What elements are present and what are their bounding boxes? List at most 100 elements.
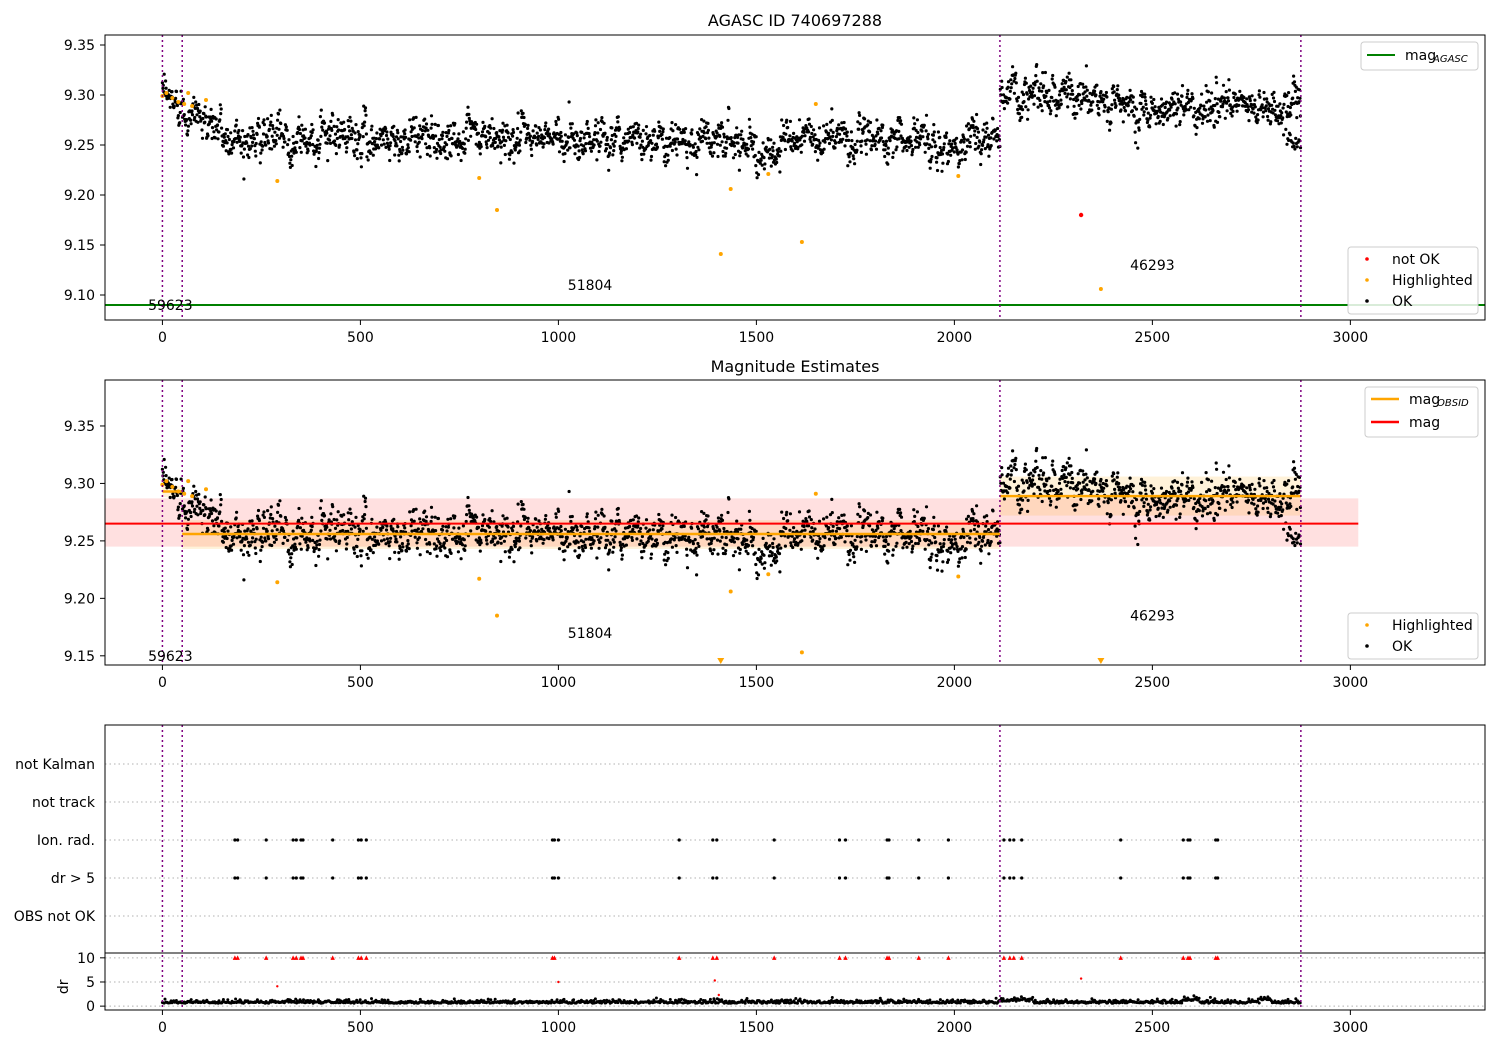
ok-point	[1070, 83, 1074, 88]
ok-point	[1105, 484, 1109, 488]
ok-point	[499, 145, 503, 149]
ok-point	[746, 552, 750, 556]
ok-point	[230, 151, 234, 155]
ok-point	[408, 510, 412, 514]
ok-point	[338, 143, 342, 147]
ok-point	[634, 514, 639, 518]
ok-point	[1272, 90, 1276, 94]
ok-point	[424, 515, 429, 519]
ok-point	[524, 536, 528, 540]
ok-point	[278, 499, 282, 503]
ok-point	[630, 140, 634, 144]
ok-point	[756, 573, 761, 577]
ok-point	[829, 128, 833, 132]
ok-point	[526, 516, 530, 520]
ok-point	[530, 551, 534, 555]
ok-point	[1105, 512, 1109, 516]
obsid-label: 51804	[568, 278, 613, 294]
ok-point	[1048, 489, 1052, 493]
ok-point	[566, 545, 570, 549]
ok-point	[1298, 96, 1302, 100]
ok-point	[467, 116, 471, 120]
ok-point	[1019, 105, 1023, 109]
ok-point	[858, 122, 862, 126]
ok-point	[202, 503, 206, 507]
ok-point	[291, 544, 295, 548]
ok-point	[521, 502, 525, 507]
ok-point	[554, 119, 558, 124]
ok-point	[985, 126, 989, 130]
ok-point	[1205, 119, 1210, 123]
ok-point	[718, 134, 722, 138]
ok-point	[1206, 113, 1210, 117]
ok-point	[965, 144, 970, 148]
ok-point	[224, 139, 228, 143]
ok-point	[1170, 97, 1174, 101]
ok-point	[466, 495, 470, 500]
ok-point	[1113, 487, 1117, 491]
ok-point	[1173, 491, 1177, 496]
ok-point	[962, 140, 966, 144]
ok-point	[1116, 84, 1120, 88]
ok-point	[940, 569, 944, 573]
ok-point	[587, 526, 591, 530]
ok-point	[353, 551, 357, 555]
ok-point	[445, 555, 450, 559]
ok-point	[251, 140, 255, 144]
ok-point	[246, 540, 251, 544]
ok-point	[1113, 98, 1117, 102]
ok-point	[731, 156, 736, 160]
ok-point	[1174, 124, 1178, 128]
ok-point	[1012, 79, 1016, 83]
ok-point	[1127, 489, 1131, 494]
ok-point	[172, 104, 176, 108]
highlighted-point	[190, 104, 195, 108]
ok-point	[435, 544, 439, 548]
ok-point	[565, 140, 569, 144]
ok-point	[394, 537, 398, 541]
ok-point	[290, 552, 294, 556]
ok-point	[272, 144, 276, 148]
ok-point	[297, 518, 301, 523]
ok-point	[524, 140, 528, 145]
ok-point	[1233, 480, 1237, 484]
ok-point	[942, 542, 946, 546]
ok-point	[469, 134, 473, 138]
ok-point	[429, 114, 434, 118]
ok-point	[1176, 106, 1180, 110]
ok-point	[670, 513, 674, 517]
ok-point	[755, 571, 759, 575]
ok-point	[445, 143, 449, 147]
ok-point	[333, 534, 337, 538]
ok-point	[487, 525, 491, 529]
ok-point	[821, 547, 825, 552]
ok-point	[915, 510, 920, 514]
ok-point	[1266, 118, 1270, 122]
ok-point	[467, 504, 471, 508]
ok-point	[761, 536, 765, 541]
highlighted-point	[1098, 287, 1103, 291]
ok-point	[1195, 126, 1199, 130]
ok-point	[607, 168, 611, 172]
ok-point	[255, 527, 259, 531]
ok-point	[1226, 96, 1230, 100]
ok-point	[640, 158, 644, 162]
ok-point	[768, 147, 772, 151]
ok-point	[744, 549, 748, 553]
ok-point	[649, 158, 653, 162]
ok-point	[463, 147, 467, 151]
ok-point	[899, 515, 904, 519]
ok-point	[258, 161, 262, 165]
ok-point	[272, 540, 276, 544]
ok-point	[759, 158, 763, 162]
ok-point	[993, 128, 997, 132]
ok-point	[802, 534, 807, 539]
ok-point	[631, 518, 635, 522]
ok-point	[1079, 497, 1083, 502]
ok-point	[353, 525, 357, 529]
ok-point	[551, 142, 555, 146]
ok-point	[1122, 105, 1126, 110]
ok-point	[526, 126, 530, 130]
ok-point	[363, 496, 368, 500]
ok-point	[162, 457, 166, 462]
